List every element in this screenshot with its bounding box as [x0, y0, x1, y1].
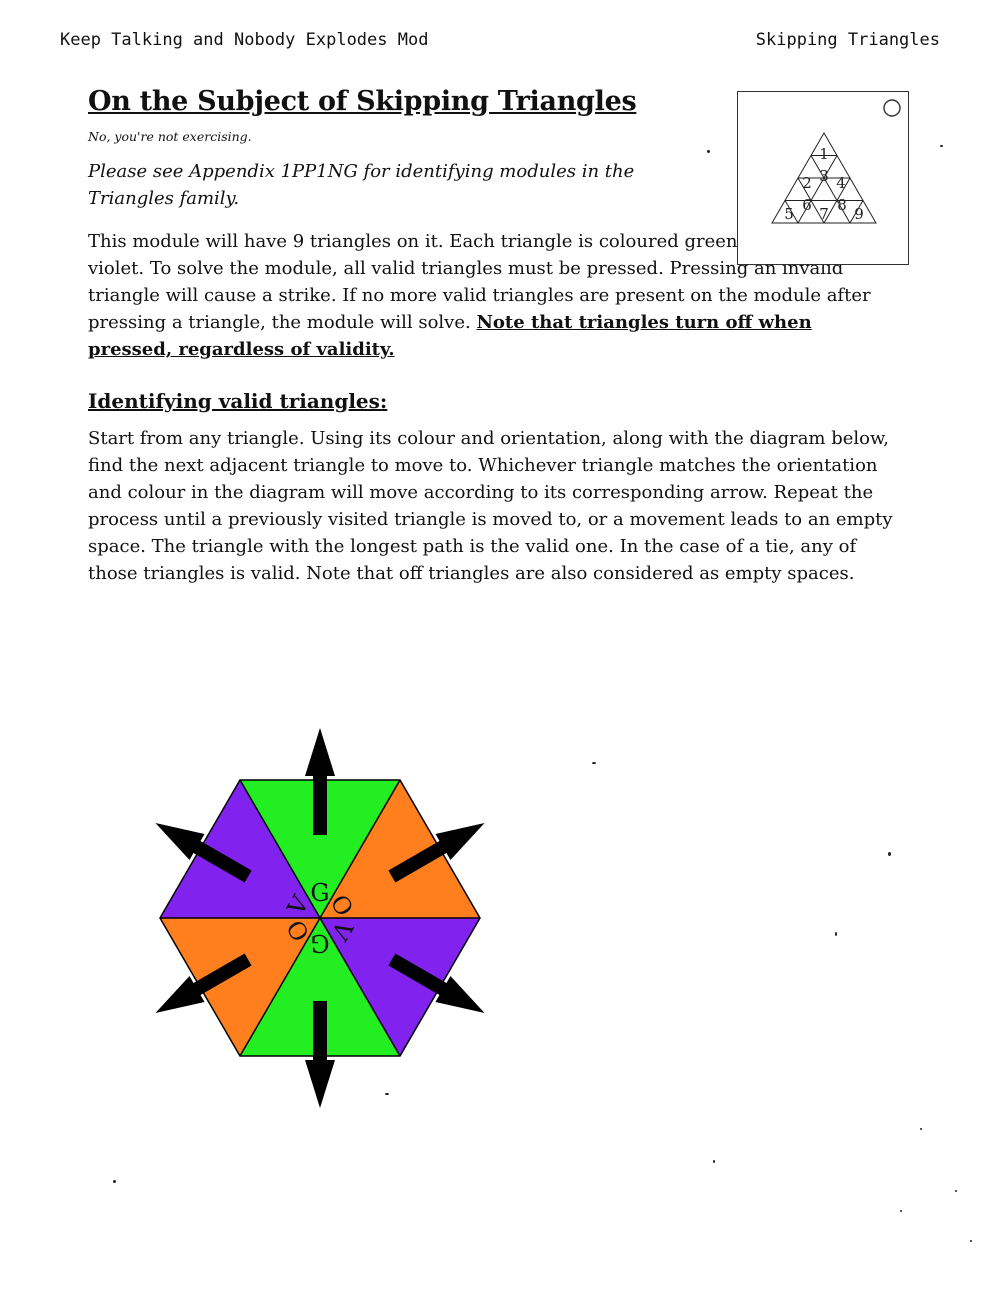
- paper-speck: [592, 762, 596, 764]
- label-top: G: [310, 879, 329, 907]
- module-number-8: 8: [837, 196, 847, 214]
- paper-speck: [385, 1093, 389, 1095]
- paper-speck: [955, 1190, 957, 1192]
- module-triangle-grid: 1 2 3 4 5 6 7 8 9: [771, 99, 901, 224]
- triangle-green-bottom: [240, 918, 400, 1056]
- movement-diagram: G O V G O V: [155, 728, 485, 1108]
- module-illustration: 1 2 3 4 5 6 7 8 9: [737, 91, 909, 265]
- page-title: On the Subject of Skipping Triangles: [88, 86, 637, 117]
- triangle-violet-top-left: [160, 780, 320, 918]
- module-number-1: 1: [819, 145, 829, 163]
- triangle-violet-bottom-right: [320, 918, 480, 1056]
- section-heading: Identifying valid triangles:: [88, 389, 388, 413]
- triangle-green-top: [240, 780, 400, 918]
- module-number-9: 9: [854, 205, 864, 223]
- module-number-2: 2: [802, 174, 812, 192]
- intro-note: Note that triangles turn off when presse…: [88, 312, 812, 360]
- paper-speck: [888, 852, 891, 856]
- paper-speck: [707, 150, 710, 153]
- paper-speck: [900, 1210, 902, 1212]
- paper-speck: [835, 932, 837, 936]
- arrow-up-left-icon: [155, 823, 252, 883]
- arrow-down-right-icon: [388, 953, 485, 1013]
- intro-text: This module will have 9 triangles on it.…: [88, 231, 871, 333]
- paper-speck: [970, 1240, 972, 1242]
- module-number-3: 3: [819, 167, 829, 185]
- manual-page: On the Subject of Skipping Triangles No,…: [88, 86, 918, 587]
- header-left: Keep Talking and Nobody Explodes Mod: [60, 30, 429, 50]
- module-number-6: 6: [802, 196, 812, 214]
- header-right: Skipping Triangles: [755, 30, 940, 50]
- section-paragraph: Start from any triangle. Using its colou…: [88, 428, 893, 584]
- module-number-5: 5: [784, 205, 794, 223]
- arrow-up-right-icon: [388, 823, 485, 883]
- paper-speck: [940, 145, 943, 147]
- page-subtitle: No, you're not exercising.: [88, 129, 252, 144]
- triangle-orange-top-right: [320, 780, 480, 918]
- paper-speck: [113, 1180, 116, 1183]
- module-number-7: 7: [819, 205, 829, 223]
- intro-paragraph: This module will have 9 triangles on it.…: [88, 228, 888, 363]
- paper-speck: [713, 1160, 715, 1163]
- arrow-up-icon: [305, 728, 335, 835]
- label-bottom: G: [310, 929, 329, 957]
- status-light-icon: [883, 99, 901, 117]
- paper-speck: [920, 1128, 922, 1130]
- triangle-orange-bottom-left: [160, 918, 320, 1056]
- arrow-down-left-icon: [155, 953, 252, 1013]
- appendix-note: Please see Appendix 1PP1NG for identifyi…: [88, 161, 635, 209]
- arrow-down-icon: [305, 1001, 335, 1108]
- module-number-4: 4: [836, 174, 846, 192]
